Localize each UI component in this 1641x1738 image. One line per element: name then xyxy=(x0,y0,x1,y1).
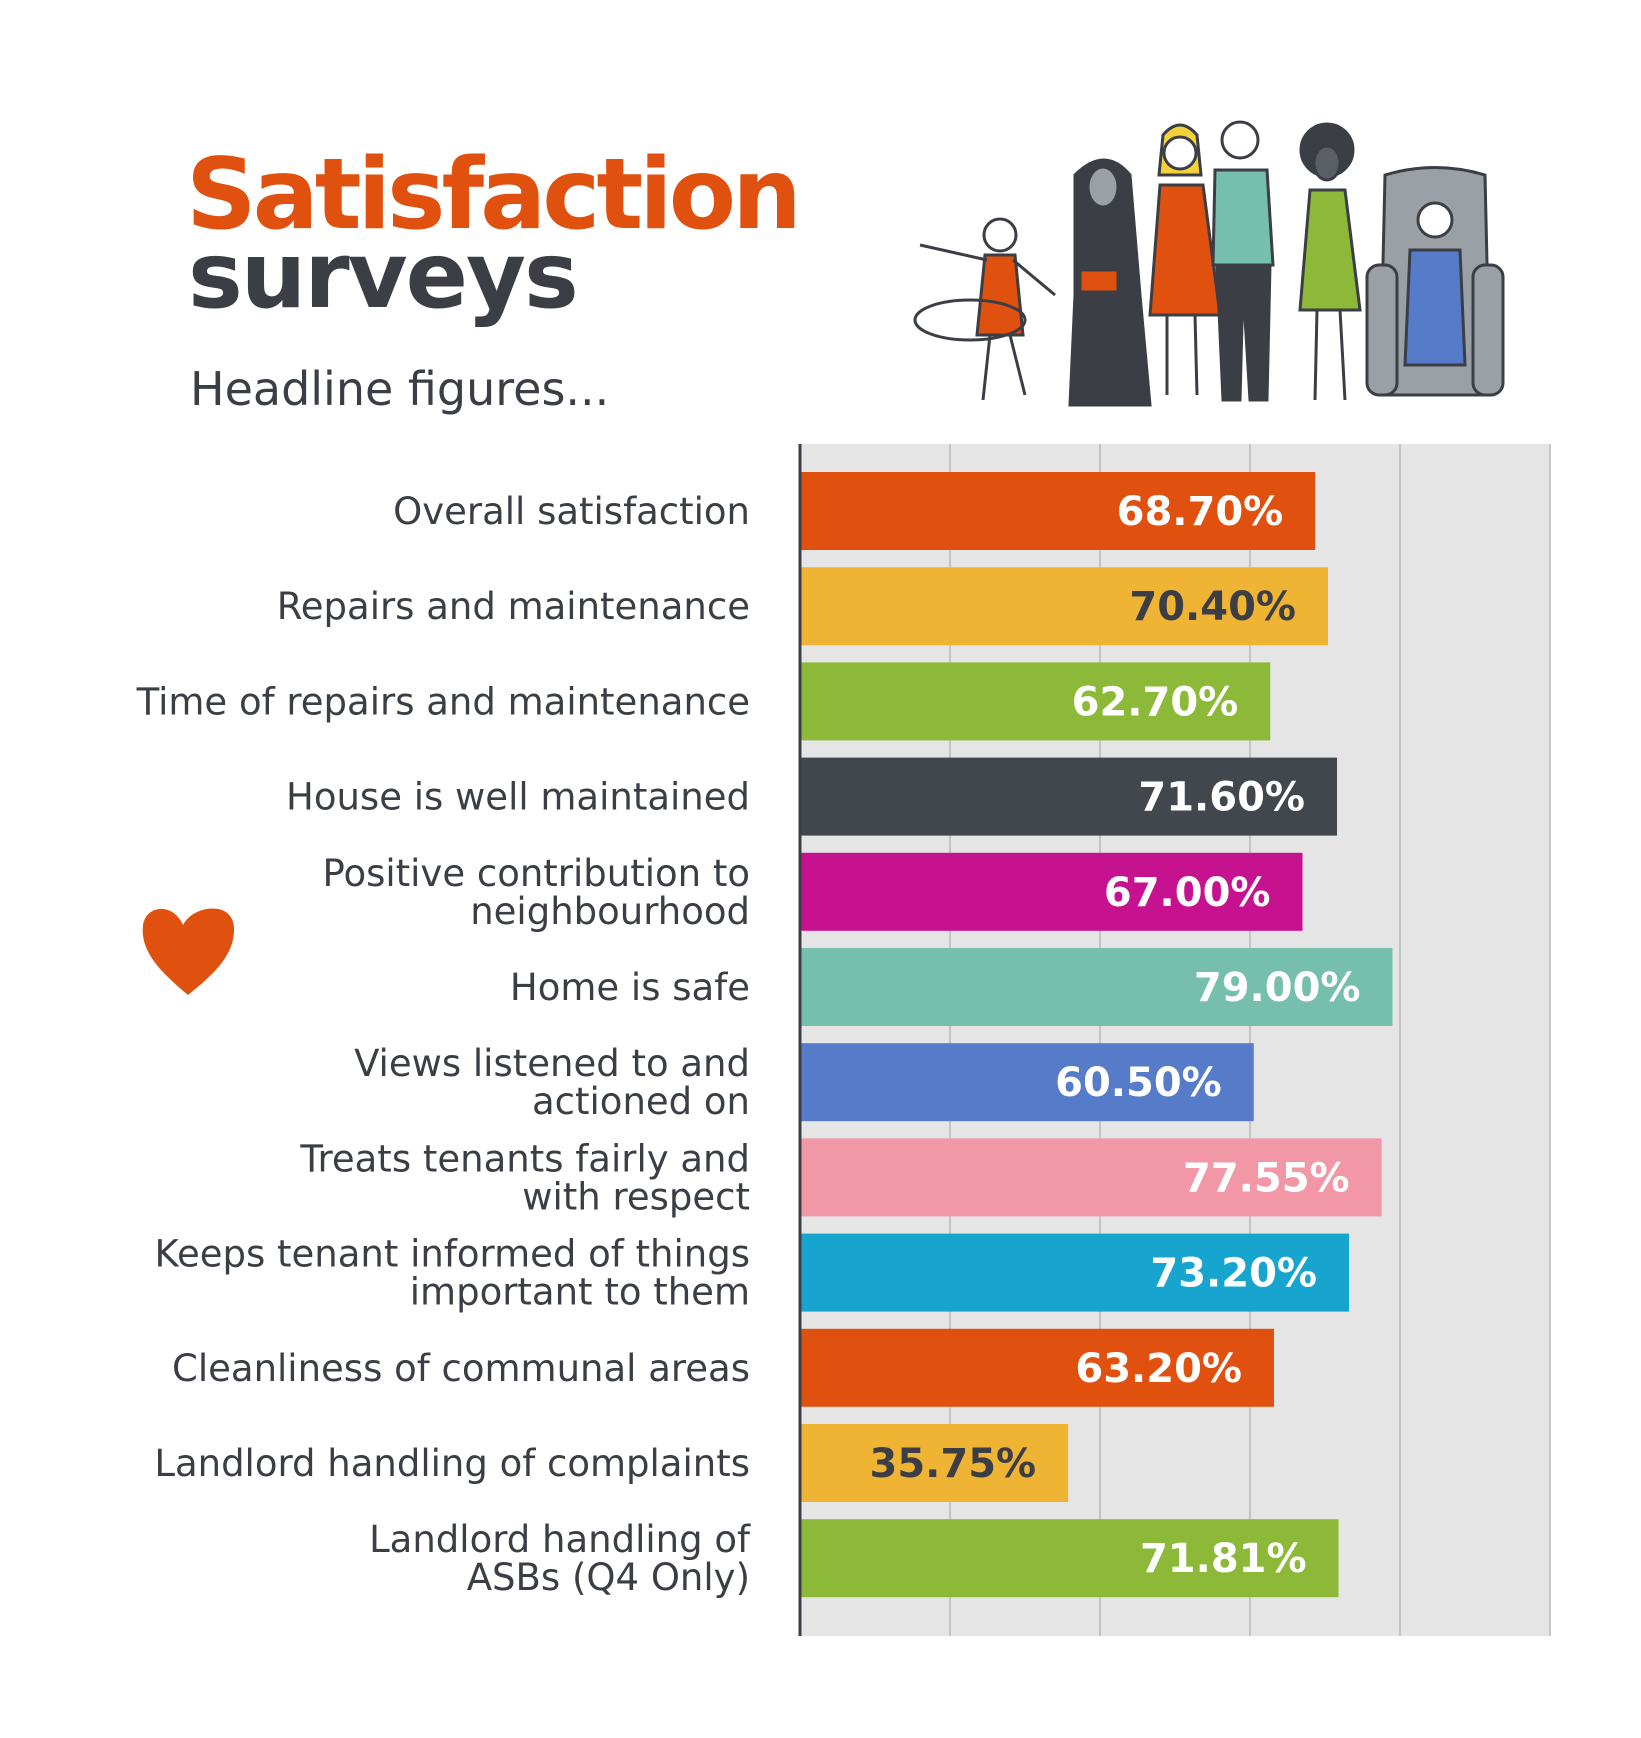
category-label: important to them xyxy=(410,1271,750,1314)
category-label: Home is safe xyxy=(510,966,750,1009)
category-label: House is well maintained xyxy=(286,776,750,819)
category-label: Repairs and maintenance xyxy=(277,585,750,628)
bar-value-label: 68.70% xyxy=(1117,489,1284,535)
category-label: ASBs (Q4 Only) xyxy=(467,1556,750,1599)
bar-value-label: 71.81% xyxy=(1140,1536,1307,1582)
category-label: Treats tenants fairly and xyxy=(299,1137,750,1180)
bar-value-label: 60.50% xyxy=(1055,1060,1222,1106)
bar-value-label: 71.60% xyxy=(1138,775,1305,821)
bar xyxy=(800,567,1328,646)
bar-value-label: 35.75% xyxy=(870,1441,1037,1487)
bar-value-label: 67.00% xyxy=(1104,870,1271,916)
category-label: Positive contribution to xyxy=(322,852,750,895)
category-label: Time of repairs and maintenance xyxy=(136,680,750,723)
bar xyxy=(800,757,1337,836)
bar-value-label: 63.20% xyxy=(1075,1346,1242,1392)
category-label: with respect xyxy=(522,1175,750,1218)
bar-value-label: 79.00% xyxy=(1194,965,1361,1011)
bar xyxy=(800,1424,1069,1502)
category-label: actioned on xyxy=(532,1080,750,1123)
bar xyxy=(800,472,1316,550)
bar xyxy=(800,852,1303,931)
bar xyxy=(800,1138,1382,1217)
bar xyxy=(800,948,1393,1026)
category-label: Cleanliness of communal areas xyxy=(172,1347,750,1390)
bar-value-label: 70.40% xyxy=(1129,584,1296,630)
category-label: neighbourhood xyxy=(470,890,750,933)
category-label: Landlord handling of xyxy=(369,1518,751,1561)
bar-value-label: 73.20% xyxy=(1150,1251,1317,1297)
bar-value-label: 62.70% xyxy=(1072,679,1239,725)
category-label: Landlord handling of complaints xyxy=(154,1442,750,1485)
bar xyxy=(800,1233,1349,1312)
category-label: Overall satisfaction xyxy=(393,490,750,533)
heart-icon xyxy=(142,908,235,995)
title-surveys: surveys xyxy=(188,222,579,329)
bar-value-label: 77.55% xyxy=(1183,1155,1350,1201)
subtitle: Headline figures... xyxy=(190,362,610,416)
bar xyxy=(800,662,1271,741)
people-illustration xyxy=(913,120,1505,407)
category-label: Keeps tenant informed of things xyxy=(155,1233,750,1276)
category-label: Views listened to and xyxy=(354,1042,750,1085)
bar xyxy=(800,1043,1254,1122)
bar xyxy=(800,1328,1274,1407)
title-satisfaction: Satisfaction xyxy=(186,138,802,252)
bar xyxy=(800,1519,1339,1598)
